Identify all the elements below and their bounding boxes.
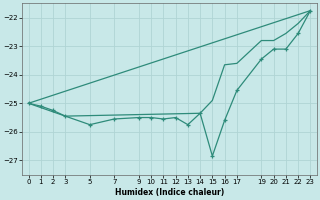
X-axis label: Humidex (Indice chaleur): Humidex (Indice chaleur) — [115, 188, 224, 197]
